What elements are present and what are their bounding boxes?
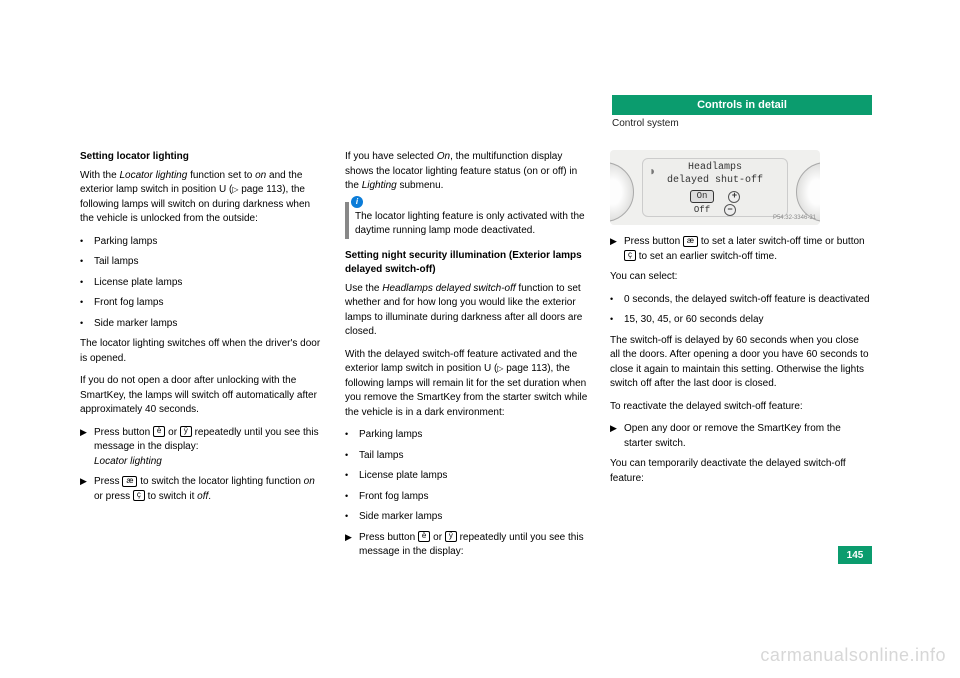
gauge-right-icon (796, 162, 820, 222)
col1-para2: The locator lighting switches off when t… (80, 337, 325, 366)
lcd-off-label: Off (694, 205, 710, 216)
info-note: i The locator lighting feature is only a… (345, 202, 590, 239)
col1-para3: If you do not open a door after unlockin… (80, 374, 325, 418)
col2-para2: Use the Headlamps delayed switch-off fun… (345, 282, 590, 340)
button-glyph: ÿ (445, 531, 457, 542)
list-item: •15, 30, 45, or 60 seconds delay (610, 313, 870, 328)
step-item: ▶ Open any door or remove the SmartKey f… (610, 422, 870, 451)
list-item: •Tail lamps (345, 449, 590, 464)
lcd-on-label: On (690, 190, 715, 203)
col3-para2: The switch-off is delayed by 60 seconds … (610, 334, 870, 392)
step-item: ▶ Press button è or ÿ repeatedly until y… (345, 531, 590, 560)
plus-icon: + (728, 191, 740, 203)
section-title: Controls in detail (697, 99, 787, 111)
list-item: •0 seconds, the delayed switch-off featu… (610, 293, 870, 308)
list-item: •Tail lamps (80, 255, 325, 270)
col2-para1: If you have selected On, the multifuncti… (345, 150, 590, 194)
column-3: ◗ Headlamps delayed shut-off On + Off − … (610, 150, 870, 494)
page-number: 145 (838, 546, 872, 564)
step-item: ▶ Press æ to switch the locator lighting… (80, 475, 325, 504)
list-item: •License plate lamps (80, 276, 325, 291)
minus-icon: − (724, 204, 736, 216)
button-glyph: æ (683, 236, 698, 247)
col1-heading: Setting locator lighting (80, 150, 325, 165)
column-2: If you have selected On, the multifuncti… (345, 150, 590, 566)
step-item: ▶ Press button æ to set a later switch-o… (610, 235, 870, 264)
watermark: carmanualsonline.info (760, 645, 946, 666)
manual-page: Controls in detail Control system Settin… (80, 90, 880, 590)
button-glyph: ç (624, 250, 636, 261)
col3-para4: You can temporarily deactivate the delay… (610, 457, 870, 486)
lcd-screen: ◗ Headlamps delayed shut-off On + Off − (642, 158, 788, 217)
headlamp-icon: ◗ (649, 165, 656, 180)
lcd-line1: Headlamps (643, 162, 787, 175)
button-glyph: ÿ (180, 426, 192, 437)
instrument-display: ◗ Headlamps delayed shut-off On + Off − … (610, 150, 820, 225)
list-item: •Front fog lamps (80, 296, 325, 311)
list-item: •License plate lamps (345, 469, 590, 484)
list-item: •Front fog lamps (345, 490, 590, 505)
col3-para1: You can select: (610, 270, 870, 285)
col1-para1: With the Locator lighting function set t… (80, 169, 325, 227)
lcd-line2: delayed shut-off (643, 175, 787, 188)
gauge-left-icon (610, 162, 634, 222)
section-header: Controls in detail (612, 95, 872, 115)
col2-heading: Setting night security illumination (Ext… (345, 249, 590, 278)
page-ref-icon: ▷ (497, 364, 503, 373)
button-glyph: æ (122, 476, 137, 487)
button-glyph: ç (133, 490, 145, 501)
list-item: •Side marker lamps (345, 510, 590, 525)
info-icon: i (351, 196, 363, 208)
button-glyph: è (418, 531, 430, 542)
list-item: •Parking lamps (345, 428, 590, 443)
column-1: Setting locator lighting With the Locato… (80, 150, 325, 510)
button-glyph: è (153, 426, 165, 437)
step-item: ▶ Press button è or ÿ repeatedly until y… (80, 426, 325, 470)
page-ref-icon: ▷ (232, 185, 238, 194)
list-item: •Parking lamps (80, 235, 325, 250)
col2-para3: With the delayed switch-off feature acti… (345, 348, 590, 421)
list-item: •Side marker lamps (80, 317, 325, 332)
col3-para3: To reactivate the delayed switch-off fea… (610, 400, 870, 415)
photo-id: P54.32-3346-31 (773, 214, 816, 223)
section-subtitle: Control system (612, 118, 872, 129)
